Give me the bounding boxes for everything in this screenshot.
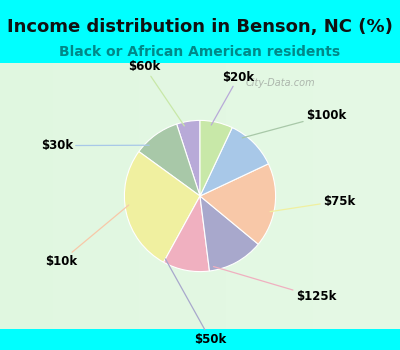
- Wedge shape: [164, 196, 210, 272]
- Wedge shape: [139, 124, 200, 196]
- Wedge shape: [200, 120, 232, 196]
- Text: City-Data.com: City-Data.com: [245, 78, 315, 88]
- Text: Income distribution in Benson, NC (%): Income distribution in Benson, NC (%): [7, 18, 393, 36]
- Wedge shape: [200, 128, 268, 196]
- Text: $60k: $60k: [128, 61, 184, 126]
- Wedge shape: [124, 152, 200, 262]
- Text: $125k: $125k: [214, 267, 336, 303]
- Text: $50k: $50k: [166, 259, 226, 346]
- Text: $30k: $30k: [41, 139, 149, 152]
- Wedge shape: [200, 164, 276, 244]
- Text: $100k: $100k: [242, 109, 346, 138]
- Wedge shape: [200, 196, 258, 271]
- Text: $10k: $10k: [45, 205, 129, 268]
- Text: $20k: $20k: [211, 71, 254, 125]
- Text: Black or African American residents: Black or African American residents: [60, 46, 340, 60]
- Wedge shape: [177, 120, 200, 196]
- Text: $75k: $75k: [270, 195, 355, 212]
